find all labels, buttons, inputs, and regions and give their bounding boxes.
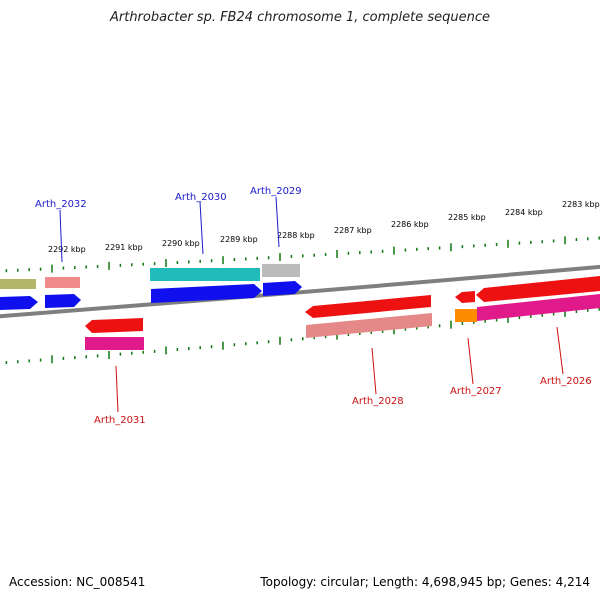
scale-labels: 2292 kbp 2291 kbp 2290 kbp 2289 kbp 2288… (48, 200, 600, 254)
forward-features (0, 264, 302, 310)
scale-label: 2286 kbp (391, 220, 429, 229)
outer-tick-ring (5, 236, 600, 273)
scale-label: 2287 kbp (334, 226, 372, 235)
gene-feature[interactable] (306, 313, 432, 338)
scale-label: 2290 kbp (162, 239, 200, 248)
scale-label: 2288 kbp (277, 231, 315, 240)
gene-feature-arrow[interactable] (305, 295, 431, 318)
gene-feature[interactable] (45, 277, 80, 288)
scale-label: 2292 kbp (48, 245, 86, 254)
gene-feature[interactable] (455, 309, 477, 322)
chromosome-backbone (0, 264, 600, 319)
gene-feature-arrow[interactable] (455, 291, 475, 303)
scale-label: 2285 kbp (448, 213, 486, 222)
gene-label-arth-2028[interactable]: Arth_2028 (352, 396, 404, 407)
gene-label-arth-2032[interactable]: Arth_2032 (35, 199, 87, 210)
gene-labels: Arth_2032 Arth_2030 Arth_2029 Arth_2031 … (35, 186, 592, 426)
gene-label-arth-2027[interactable]: Arth_2027 (450, 386, 502, 397)
map-title: Arthrobacter sp. FB24 chromosome 1, comp… (109, 10, 491, 25)
gene-feature-arrow[interactable] (0, 296, 38, 310)
gene-label-arth-2031[interactable]: Arth_2031 (94, 415, 146, 426)
leader-lines (59, 196, 564, 413)
scale-label: 2283 kbp (562, 200, 600, 209)
gene-feature-arrow[interactable] (45, 294, 81, 308)
gene-label-arth-2030[interactable]: Arth_2030 (175, 192, 227, 203)
gene-feature[interactable] (262, 264, 300, 277)
gene-feature-arrow[interactable] (85, 318, 143, 333)
gene-feature[interactable] (477, 294, 600, 321)
accession-text: Accession: NC_008541 (9, 575, 146, 589)
inner-tick-ring (5, 307, 600, 365)
gene-feature-arrow[interactable] (151, 284, 262, 303)
gene-label-arth-2029[interactable]: Arth_2029 (250, 186, 302, 197)
topology-text: Topology: circular; Length: 4,698,945 bp… (260, 575, 590, 589)
gene-feature-arrow[interactable] (476, 276, 600, 302)
gene-feature-arrow[interactable] (263, 281, 302, 296)
gene-feature[interactable] (150, 268, 260, 281)
scale-label: 2291 kbp (105, 243, 143, 252)
scale-label: 2284 kbp (505, 208, 543, 217)
gene-feature[interactable] (85, 337, 144, 350)
gene-label-arth-2026[interactable]: Arth_2026 (540, 376, 592, 387)
gene-feature[interactable] (0, 279, 36, 289)
reverse-features (85, 276, 600, 350)
scale-label: 2289 kbp (220, 235, 258, 244)
